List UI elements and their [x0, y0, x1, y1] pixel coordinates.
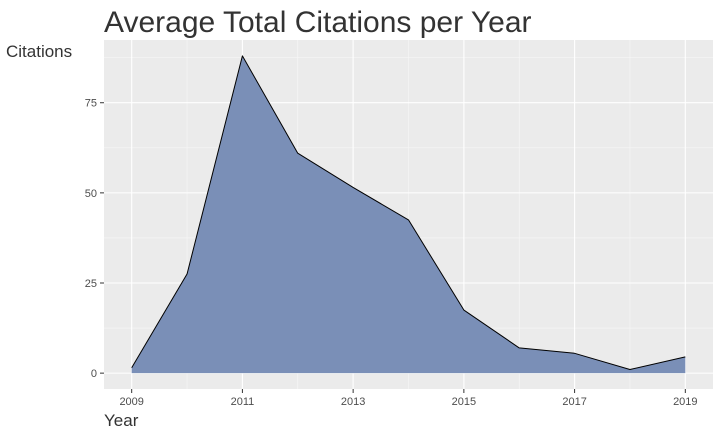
- y-tick-label: 75: [85, 98, 97, 110]
- area-outline: [131, 55, 686, 371]
- x-axis: 2009 2011 2013 2015 2017 2019: [119, 389, 698, 408]
- x-axis-title: Year: [104, 411, 139, 430]
- y-tick-label: 25: [85, 278, 97, 290]
- x-tick-label: 2011: [231, 396, 255, 408]
- x-tick-label: 2019: [673, 396, 697, 408]
- x-tick-label: 2015: [452, 396, 476, 408]
- x-tick-label: 2009: [119, 396, 143, 408]
- area-layer: [131, 55, 686, 374]
- area-fill: [131, 55, 686, 374]
- x-tick-label: 2013: [341, 396, 365, 408]
- chart-title: Average Total Citations per Year: [104, 6, 532, 39]
- y-axis-title: Citations: [6, 42, 72, 61]
- x-tick-label: 2017: [562, 396, 586, 408]
- y-tick-label: 50: [85, 188, 97, 200]
- y-axis: 0 25 50 75: [85, 98, 104, 380]
- y-tick-label: 0: [91, 368, 97, 380]
